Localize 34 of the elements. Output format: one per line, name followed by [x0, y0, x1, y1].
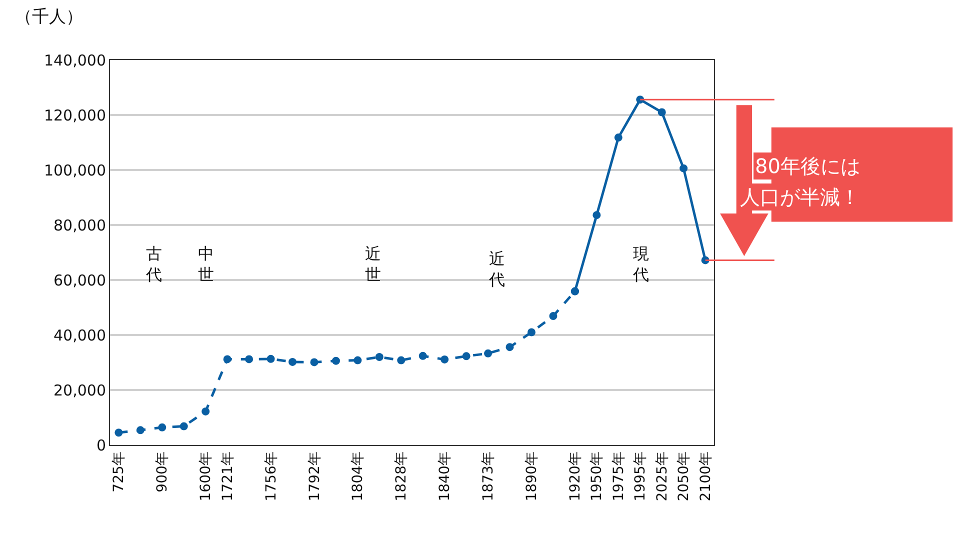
x-tick-label: 2025年 [654, 452, 670, 502]
text: 80年後には [755, 154, 860, 178]
x-tick-label: 1721年 [220, 452, 236, 502]
annotation: 近世 [365, 244, 381, 284]
annotation: 近代 [488, 249, 505, 289]
x-tick-label: 1890年 [524, 452, 540, 502]
x-tick-label: 1950年 [589, 452, 606, 502]
x-tick-label: 725年 [111, 452, 128, 492]
x-tick-label: 1804年 [350, 452, 366, 502]
y-tick-label: 80,000 [54, 216, 106, 234]
y-tick-label: 0 [96, 436, 106, 454]
x-tick-label: 1840年 [437, 452, 454, 502]
y-tick-label: 20,000 [54, 381, 106, 400]
x-tick-label: 900年 [154, 452, 171, 492]
annotation: 現代 [632, 244, 649, 284]
x-tick-label: 1975年 [610, 452, 627, 502]
x-tick-label: 1792年 [306, 452, 323, 502]
x-tick-label: 1995年 [632, 452, 649, 502]
y-tick-label: 120,000 [44, 106, 106, 124]
x-tick-label: 2050年 [676, 452, 692, 502]
y-axis-title: （千人） [15, 7, 83, 27]
y-tick-label: 140,000 [44, 51, 106, 70]
y-tick-label: 100,000 [44, 161, 106, 180]
annotation: 古代 [145, 244, 162, 284]
x-tick-label: 1828年 [394, 452, 410, 502]
y-tick-label: 60,000 [54, 271, 106, 290]
y-tick-label: 40,000 [54, 326, 106, 344]
x-tick-label: 1756年 [263, 452, 280, 502]
text: 人口が半減！ [740, 185, 860, 209]
x-tick-label: 2100年 [698, 452, 714, 502]
x-tick-label: 1920年 [568, 452, 584, 502]
x-tick-label: 1600年 [198, 452, 214, 502]
annotation: 中世 [198, 244, 214, 284]
x-tick-label: 1873年 [480, 452, 497, 502]
